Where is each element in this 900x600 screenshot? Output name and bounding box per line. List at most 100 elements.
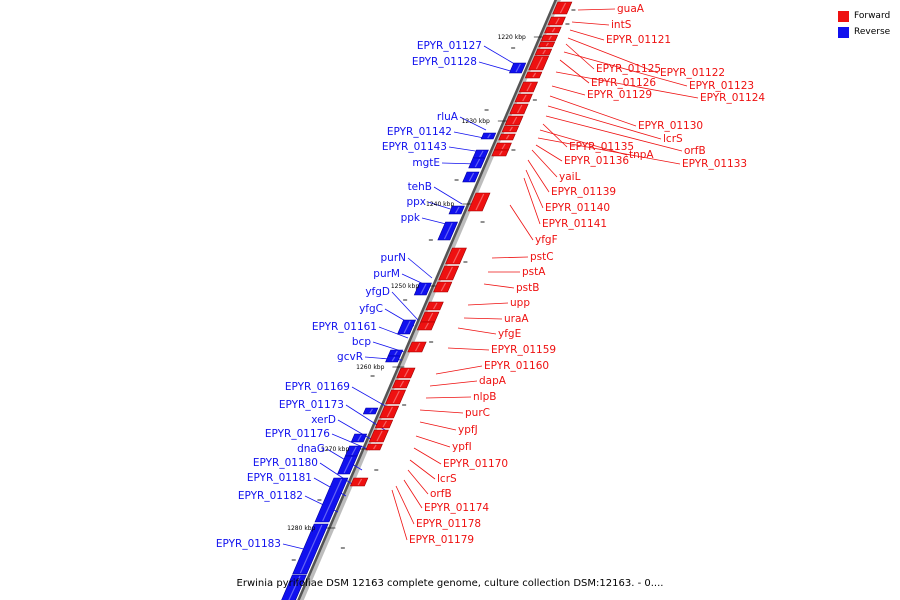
reverse-gene-label: mgtE bbox=[412, 157, 440, 169]
forward-gene-label: yfgE bbox=[498, 328, 521, 340]
forward-swatch bbox=[838, 10, 849, 22]
forward-feature-7-shade bbox=[532, 72, 537, 78]
reverse-gene-label: EPYR_01180 bbox=[253, 457, 318, 469]
forward-feature-29-shade bbox=[376, 430, 383, 442]
forward-leader-line bbox=[569, 29, 605, 41]
forward-gene-label: pstC bbox=[530, 251, 554, 263]
reverse-leader-line bbox=[478, 61, 515, 73]
forward-feature-2 bbox=[544, 26, 562, 34]
forward-feature-22 bbox=[416, 321, 436, 331]
forward-gene-label: ypfJ bbox=[458, 424, 478, 436]
forward-gene-label: intS bbox=[611, 19, 632, 31]
reverse-feature-10-shade bbox=[391, 356, 396, 362]
reverse-leader-line bbox=[337, 419, 377, 443]
forward-gene-label: EPYR_01129 bbox=[587, 89, 652, 101]
forward-feature-12 bbox=[501, 125, 520, 133]
forward-leader-line bbox=[403, 479, 423, 509]
reverse-feature-12 bbox=[350, 433, 368, 443]
forward-leader-line bbox=[559, 59, 590, 84]
forward-feature-12-shade bbox=[509, 126, 513, 132]
forward-gene-label: guaA bbox=[617, 3, 645, 15]
forward-feature-13 bbox=[498, 133, 516, 141]
forward-feature-0 bbox=[552, 1, 573, 15]
forward-leader-line bbox=[545, 115, 683, 152]
reverse-feature-12-shade bbox=[357, 434, 362, 442]
forward-feature-30-shade bbox=[373, 444, 377, 450]
reverse-feature-14-shade bbox=[343, 456, 353, 474]
reverse-feature-7 bbox=[413, 282, 432, 296]
caption: Erwinia pyrifoliae DSM 12163 complete ge… bbox=[236, 578, 664, 589]
reverse-feature-1 bbox=[480, 132, 497, 140]
forward-feature-26-shade bbox=[392, 390, 400, 404]
forward-feature-0-shade bbox=[559, 2, 567, 14]
forward-gene-label: upp bbox=[510, 297, 530, 309]
forward-feature-18-shade bbox=[445, 266, 453, 280]
forward-feature-25-shade bbox=[399, 380, 405, 388]
forward-gene-label: EPYR_01121 bbox=[606, 34, 671, 46]
reverse-gene-label: bcp bbox=[352, 336, 371, 348]
reverse-gene-label: EPYR_01181 bbox=[247, 472, 312, 484]
forward-feature-22-shade bbox=[424, 322, 429, 330]
forward-leader-line bbox=[457, 327, 497, 335]
forward-gene-label: EPYR_01159 bbox=[491, 344, 556, 356]
reverse-gene-label: EPYR_01127 bbox=[417, 40, 482, 52]
reverse-leader-line bbox=[459, 116, 487, 131]
forward-label: Forward bbox=[854, 11, 891, 21]
forward-leader-line bbox=[435, 365, 483, 375]
reverse-gene-label: purN bbox=[381, 252, 407, 264]
reverse-gene-label: rluA bbox=[437, 111, 459, 123]
forward-leader-line bbox=[577, 8, 616, 11]
forward-leader-line bbox=[551, 85, 586, 96]
genome-backbone-shadow bbox=[297, 0, 561, 600]
forward-gene-label: tnpA bbox=[629, 149, 654, 161]
forward-gene-label: EPYR_01122 bbox=[660, 67, 725, 79]
forward-feature-14-shade bbox=[501, 143, 506, 150]
reverse-leader-line bbox=[483, 45, 519, 67]
forward-gene-label: EPYR_01179 bbox=[409, 534, 474, 546]
forward-feature-24 bbox=[396, 367, 416, 379]
tick-label: 1240 kbp bbox=[426, 201, 454, 208]
forward-feature-17 bbox=[445, 247, 467, 265]
forward-leader-line bbox=[391, 489, 408, 541]
forward-feature-31-shade bbox=[357, 478, 363, 486]
forward-feature-25 bbox=[391, 379, 411, 389]
reverse-swatch bbox=[838, 26, 849, 38]
forward-feature-13-shade bbox=[505, 134, 510, 140]
reverse-gene-label: EPYR_01169 bbox=[285, 381, 350, 393]
genome-backbone bbox=[297, 0, 558, 600]
forward-leader-line bbox=[527, 159, 550, 193]
forward-leader-line bbox=[547, 105, 662, 140]
forward-gene-label: lcrS bbox=[663, 133, 683, 145]
reverse-gene-label: yfgC bbox=[359, 303, 383, 315]
reverse-gene-label: EPYR_01182 bbox=[238, 490, 303, 502]
forward-feature-3 bbox=[540, 34, 559, 42]
forward-feature-11 bbox=[504, 115, 524, 126]
reverse-feature-11 bbox=[362, 407, 379, 415]
reverse-feature-4 bbox=[462, 171, 480, 183]
tick-label: 1280 kbp bbox=[287, 525, 315, 532]
forward-gene-label: orfB bbox=[684, 145, 706, 157]
reverse-feature-2-shade bbox=[479, 150, 484, 158]
forward-feature-2-shade bbox=[551, 27, 556, 33]
forward-feature-16-shade bbox=[475, 193, 485, 211]
reverse-feature-13-shade bbox=[351, 446, 357, 456]
legend-reverse: Reverse bbox=[838, 24, 890, 40]
forward-leader-line bbox=[463, 317, 503, 320]
forward-gene-label: ypfI bbox=[452, 441, 472, 453]
forward-feature-16 bbox=[467, 192, 491, 212]
forward-feature-31 bbox=[349, 477, 369, 487]
reverse-feature-5 bbox=[448, 205, 465, 215]
reverse-feature-10 bbox=[385, 355, 401, 363]
forward-gene-label: pstA bbox=[522, 266, 546, 278]
reverse-gene-label: EPYR_01143 bbox=[382, 141, 447, 153]
forward-leader-line bbox=[525, 169, 544, 209]
tick-label: 1260 kbp bbox=[356, 364, 384, 371]
forward-gene-label: dapA bbox=[479, 375, 507, 387]
tick-label: 1270 kbp bbox=[321, 446, 349, 453]
legend-forward: Forward bbox=[838, 8, 890, 24]
forward-leader-line bbox=[483, 283, 515, 289]
reverse-gene-label: xerD bbox=[311, 414, 336, 426]
reverse-feature-17 bbox=[281, 574, 307, 600]
reverse-feature-0-shade bbox=[515, 63, 521, 73]
